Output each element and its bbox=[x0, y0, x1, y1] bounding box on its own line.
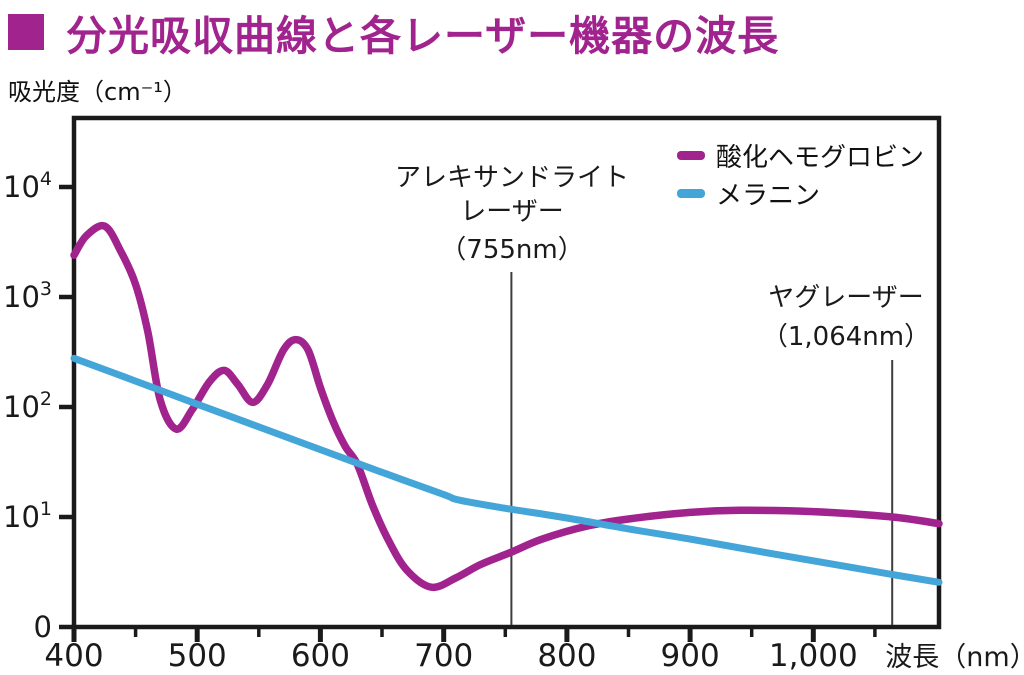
melanin-swatch bbox=[677, 189, 705, 198]
oxyhemoglobin-swatch bbox=[677, 151, 705, 160]
y-tick-label: 103 bbox=[3, 278, 52, 314]
x-axis-label: 波長（nm） bbox=[885, 642, 1024, 673]
x-tick-label: 500 bbox=[168, 638, 227, 674]
legend-label-melanin: メラニン bbox=[716, 181, 821, 211]
laser-annotation-label: アレキサンドライト bbox=[395, 163, 629, 193]
y-tick-label: 102 bbox=[3, 388, 52, 424]
laser-annotation-label: レーザー bbox=[460, 197, 563, 227]
legend-label-oxyhemoglobin: 酸化ヘモグロビン bbox=[716, 143, 925, 173]
curves bbox=[70, 221, 943, 592]
x-tick-label: 900 bbox=[661, 638, 720, 674]
legend: 酸化ヘモグロビン メラニン bbox=[677, 141, 924, 217]
y-axis-title: 吸光度（cm⁻¹） bbox=[8, 78, 187, 106]
laser-annotation-label: ヤグレーザー bbox=[768, 283, 923, 313]
y-tick-label: 104 bbox=[3, 168, 52, 204]
melanin-curve bbox=[70, 354, 943, 586]
x-tick-label: 700 bbox=[414, 638, 473, 674]
x-tick-label: 600 bbox=[291, 638, 350, 674]
laser-annotation-label: （1,064nm） bbox=[762, 322, 930, 352]
y-tick-label: 0 bbox=[34, 610, 52, 644]
x-tick-label: 800 bbox=[537, 638, 596, 674]
y-tick-label: 101 bbox=[3, 498, 52, 534]
legend-item-oxyhemoglobin: 酸化ヘモグロビン bbox=[677, 141, 924, 173]
x-tick-label: 400 bbox=[44, 638, 103, 674]
axis-ticks: 400 500 600 700 800 900 1,000 104 103 102 101 0 bbox=[3, 168, 877, 674]
figure-title: 分光吸収曲線と各レーザー機器の波長 bbox=[66, 12, 780, 60]
x-tick-label: 1,000 bbox=[769, 638, 858, 674]
legend-item-melanin: メラニン bbox=[677, 179, 924, 211]
figure-header: 分光吸収曲線と各レーザー機器の波長 bbox=[8, 2, 779, 62]
title-bullet-square bbox=[8, 14, 44, 50]
laser-annotation-label: （755nm） bbox=[440, 235, 583, 265]
